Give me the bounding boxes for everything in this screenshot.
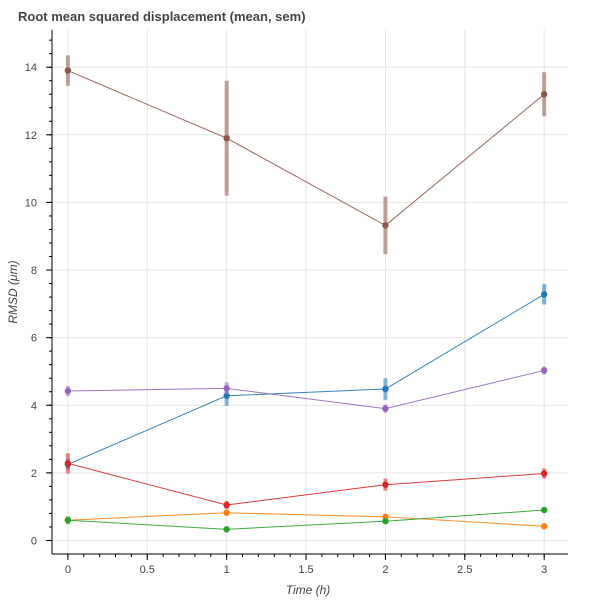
series-line xyxy=(67,462,545,506)
series-3 xyxy=(64,453,548,510)
data-point xyxy=(223,501,230,509)
series-line xyxy=(67,369,545,410)
series-line xyxy=(67,293,545,465)
y-tick-label: 10 xyxy=(25,197,37,209)
x-tick-label: 2 xyxy=(382,564,388,576)
data-point xyxy=(223,526,230,533)
data-point xyxy=(540,367,548,374)
axes-layer: 0 0.5 1 1.5 2 2.5 3 0 2 4 6 8 10 12 14 xyxy=(25,30,568,576)
series-layer xyxy=(64,55,548,533)
data-point xyxy=(223,134,230,142)
data-point xyxy=(64,387,72,395)
data-point xyxy=(382,385,389,393)
data-point xyxy=(540,91,548,98)
series-line xyxy=(67,70,545,227)
data-point xyxy=(540,523,548,530)
series-line xyxy=(67,509,545,530)
data-point xyxy=(540,506,548,514)
y-tick-label: 8 xyxy=(31,265,37,277)
grid-layer xyxy=(52,30,568,554)
data-point xyxy=(382,405,389,412)
data-point xyxy=(540,291,548,298)
data-point xyxy=(382,481,389,488)
x-tick-label: 0.5 xyxy=(140,564,155,576)
y-tick-label: 2 xyxy=(31,468,37,480)
data-point xyxy=(540,470,548,477)
data-point xyxy=(64,516,72,524)
y-tick-label: 4 xyxy=(31,400,37,412)
series-2 xyxy=(64,506,548,533)
data-point xyxy=(223,385,230,392)
y-tick-label: 0 xyxy=(31,535,37,547)
y-axis-label: RMSD (μm) xyxy=(6,260,20,323)
data-point xyxy=(64,67,72,74)
series-line xyxy=(67,512,545,527)
y-tick-label: 12 xyxy=(25,130,37,142)
series-4 xyxy=(64,366,548,413)
y-tick-label: 14 xyxy=(25,62,37,74)
x-tick-label: 1.5 xyxy=(298,564,313,576)
data-point xyxy=(223,509,230,516)
chart-title: Root mean squared displacement (mean, se… xyxy=(18,9,306,24)
x-axis-label: Time (h) xyxy=(286,583,331,597)
series-5 xyxy=(64,55,548,255)
y-tick-label: 6 xyxy=(31,333,37,345)
x-tick-label: 1 xyxy=(224,564,230,576)
data-point xyxy=(382,518,389,525)
x-tick-label: 2.5 xyxy=(457,564,472,576)
data-point xyxy=(382,513,389,521)
data-point xyxy=(64,460,72,467)
x-tick-label: 3 xyxy=(541,564,547,576)
x-tick-label: 0 xyxy=(65,564,71,576)
data-point xyxy=(382,222,389,229)
